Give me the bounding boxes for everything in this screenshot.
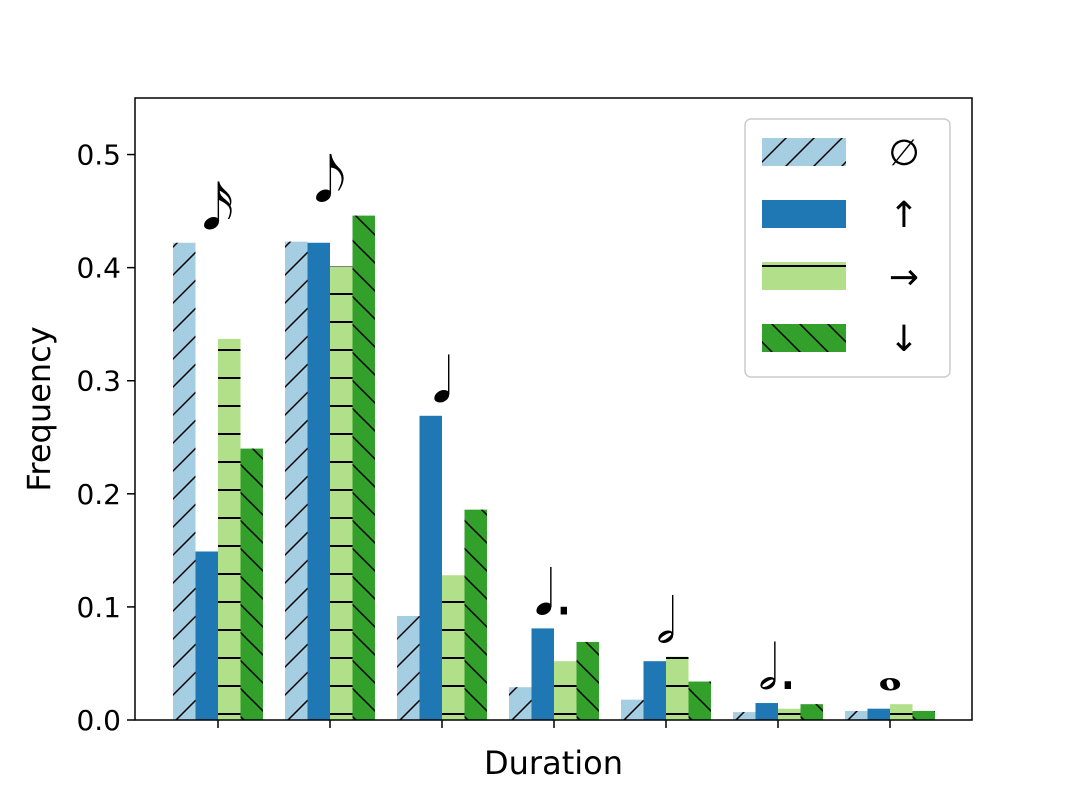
bar-2-5 [643,661,666,720]
bar-hatch-1-1 [173,242,196,721]
bar-hatch-4-5 [688,681,711,720]
legend: ∅ ↑ → ↓ [744,118,951,378]
bar-hatch-3-3 [442,575,465,720]
bar-hatch-4-2 [352,215,375,720]
duration-note-labels: 𝅘𝅥𝅯 𝅘𝅥𝅮 𝅘𝅥 𝅘𝅥. 𝅗𝅥 𝅗𝅥. 𝅝 [202,144,902,706]
bar-hatch-1-7 [845,710,868,720]
bar-hatch-1-4 [509,687,532,720]
bar-hatch-4-6 [800,704,823,720]
bar-hatch-1-6 [733,712,756,720]
bar-hatch-1-5 [621,699,644,720]
bars-group [173,215,935,721]
legend-label-2: ↑ [889,195,919,236]
bar-hatch-3-2 [330,266,353,720]
bar-hatch-4-7 [912,710,935,720]
note-label-2: 𝅘𝅥𝅮 [314,144,346,217]
y-tick-label-4: 0.4 [76,252,121,285]
note-label-3: 𝅘𝅥 [432,344,452,417]
y-tick-label-1: 0.1 [76,591,121,624]
bar-2-6 [755,703,778,720]
y-tick-label-5: 0.5 [76,139,121,172]
bar-hatch-4-4 [576,641,599,720]
note-label-5: 𝅗𝅥 [656,585,676,658]
bar-2-1 [195,551,218,720]
bar-hatch-3-4 [554,661,577,720]
bar-hatch-1-2 [285,241,308,720]
bar-hatch-4-3 [464,509,487,720]
bar-hatch-3-1 [218,338,241,720]
y-tick-label-3: 0.3 [76,365,121,398]
y-tick-label-0: 0.0 [76,704,121,737]
bar-2-3 [419,415,442,720]
y-axis-label: Frequency [20,326,58,491]
bar-hatch-3-6 [778,708,801,720]
bar-2-7 [867,708,890,720]
legend-swatch-hatch-4 [762,324,846,352]
y-axis: 0.0 0.1 0.2 0.3 0.4 0.5 [76,139,135,737]
bar-hatch-4-1 [240,448,263,720]
x-axis-label: Duration [484,744,623,782]
legend-swatch-hatch-1 [762,138,846,166]
note-label-1: 𝅘𝅥𝅯 [202,171,234,244]
legend-swatch-hatch-3 [762,262,846,290]
bar-hatch-3-7 [890,704,913,720]
legend-frame [744,118,951,378]
legend-label-4: ↓ [889,319,919,360]
bar-hatch-1-3 [397,615,420,720]
legend-label-3: → [889,257,919,298]
note-label-4: 𝅘𝅥. [534,556,573,629]
legend-swatch-2 [762,200,846,228]
bar-hatch-3-5 [666,656,689,720]
note-label-7: 𝅝 [878,632,903,705]
bar-2-4 [531,628,554,720]
bar-2-2 [307,242,330,721]
y-tick-label-2: 0.2 [76,478,121,511]
x-axis [217,720,891,728]
note-label-6: 𝅗𝅥. [758,631,797,704]
legend-label-1: ∅ [888,133,919,174]
